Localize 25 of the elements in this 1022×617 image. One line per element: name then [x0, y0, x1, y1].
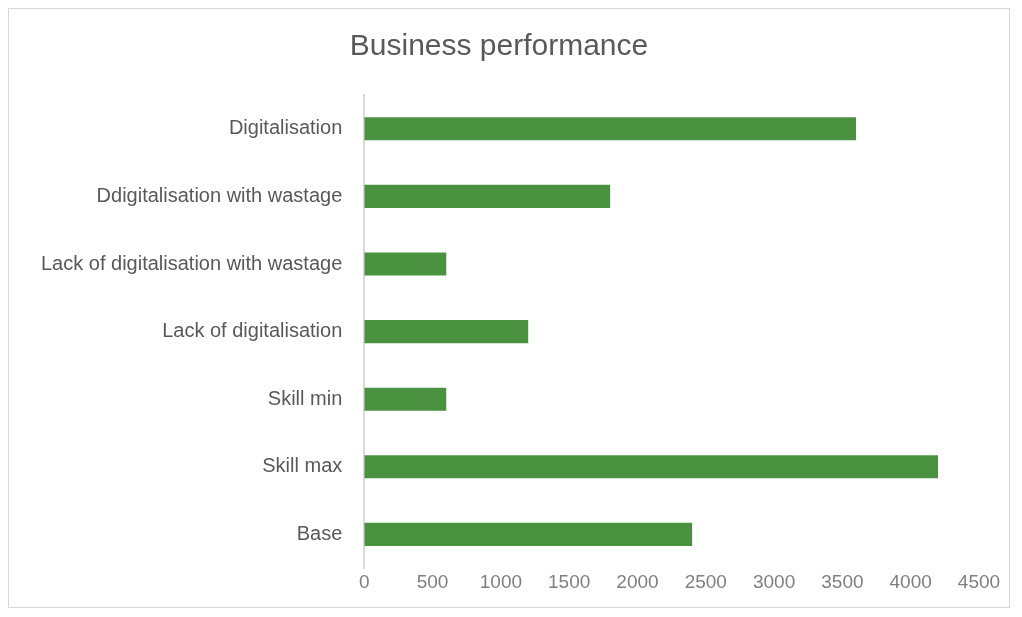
x-tick-label: 1000: [479, 570, 523, 592]
bar: [364, 117, 857, 141]
y-tick-label: Skill min: [267, 386, 343, 409]
x-tick-label: 4000: [889, 570, 932, 592]
bar: [364, 184, 611, 208]
x-tick-label: 2500: [684, 570, 727, 592]
y-tick-label: Digitalisation: [228, 116, 343, 139]
x-tick-label: 4500: [957, 570, 1001, 592]
chart-title: Business performance: [349, 28, 649, 62]
y-tick-label: Lack of digitalisation: [162, 319, 343, 342]
y-tick-label: Ddigitalisation with wastage: [96, 183, 343, 206]
y-tick-label: Skill max: [262, 454, 343, 477]
bar: [364, 522, 693, 546]
x-tick-label: 3500: [821, 570, 864, 592]
x-tick-label: 0: [358, 570, 370, 592]
bar: [364, 252, 447, 276]
x-tick-label: 1500: [548, 570, 591, 592]
bar: [364, 455, 939, 479]
bar: [364, 320, 529, 344]
y-tick-label: Base: [296, 521, 343, 544]
x-tick-label: 3000: [752, 570, 796, 592]
x-tick-label: 500: [416, 570, 449, 592]
bar: [364, 387, 447, 411]
y-tick-label: Lack of digitalisation with wastage: [41, 251, 343, 274]
x-tick-label: 2000: [616, 570, 659, 592]
